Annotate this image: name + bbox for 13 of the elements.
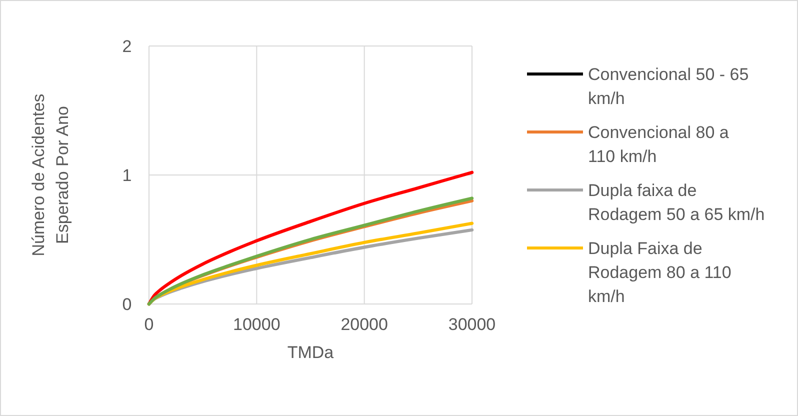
- y-tick-label: 1: [122, 166, 132, 185]
- y-tick-label: 2: [122, 37, 132, 56]
- legend-label: Convencional 50 - 65 km/h: [588, 65, 749, 108]
- legend-label: Dupla faixa de Rodagem 50 a 65 km/h: [588, 181, 765, 224]
- y-tick-label: 0: [122, 295, 132, 314]
- x-tick-label: 0: [144, 315, 154, 334]
- x-axis-title: TMDa: [287, 343, 334, 362]
- y-axis-title: Número de Acidentes Esperado Por Ano: [29, 94, 72, 256]
- legend-label: Dupla Faixa de Rodagem 80 a 110 km/h: [588, 239, 732, 306]
- x-tick-label: 10000: [233, 315, 280, 334]
- legend-label: Convencional 80 a 110 km/h: [588, 123, 730, 166]
- x-tick-label: 20000: [340, 315, 388, 334]
- x-tick-label: 30000: [448, 315, 496, 334]
